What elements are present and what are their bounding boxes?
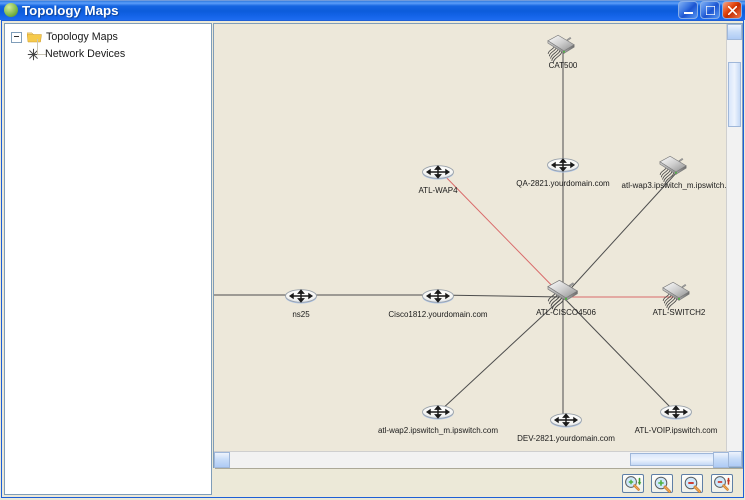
svg-text:QA-2821.yourdomain.com: QA-2821.yourdomain.com (516, 179, 610, 188)
svg-text:ATL-WAP4: ATL-WAP4 (418, 186, 458, 195)
svg-text:atl-wap2.ipswitch_m.ipswitch.c: atl-wap2.ipswitch_m.ipswitch.com (378, 426, 498, 435)
svg-text:DEV-2821.yourdomain.com: DEV-2821.yourdomain.com (517, 434, 615, 443)
svg-text:ATL-VOIP.ipswitch.com: ATL-VOIP.ipswitch.com (635, 426, 718, 435)
svg-text:CAT500: CAT500 (549, 61, 578, 70)
svg-text:atl-wap3.ipswitch_m.ipswitch.x: atl-wap3.ipswitch_m.ipswitch.x (622, 181, 727, 190)
svg-text:ATL-SWITCH2: ATL-SWITCH2 (653, 308, 706, 317)
svg-text:ATL-CISCO4506: ATL-CISCO4506 (536, 308, 596, 317)
svg-text:Cisco1812.yourdomain.com: Cisco1812.yourdomain.com (388, 310, 487, 319)
svg-text:ns25: ns25 (292, 310, 310, 319)
